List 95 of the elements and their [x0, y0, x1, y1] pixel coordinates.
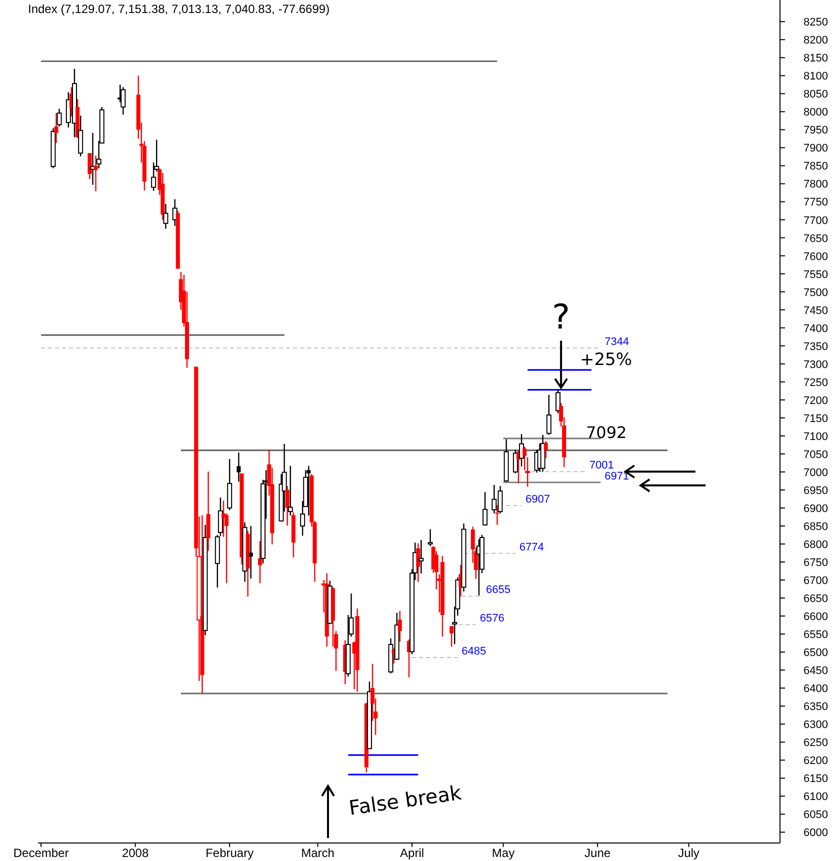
y-tick-label: 7700 [804, 214, 828, 227]
y-tick-label: 7100 [804, 430, 828, 443]
y-tick-label: 6500 [804, 647, 828, 660]
y-tick-label: 7300 [804, 358, 828, 371]
annotation: 7092 [586, 423, 627, 442]
y-tick-label: 7800 [804, 178, 828, 191]
y-tick-label: 8200 [804, 34, 828, 47]
y-tick-label: 6600 [804, 611, 828, 624]
candlestick [428, 528, 433, 547]
y-tick-label: 7950 [804, 124, 828, 137]
candlestick [258, 540, 262, 584]
candlestick [450, 626, 454, 648]
y-tick-label: 6150 [804, 773, 828, 786]
y-tick-label: 6100 [804, 791, 828, 804]
x-tick-label: 2008 [122, 846, 149, 860]
annotation: ? [552, 298, 570, 338]
x-tick-label: February [206, 846, 254, 860]
y-tick-label: 6450 [804, 665, 828, 678]
y-tick-label: 7900 [804, 142, 828, 155]
x-tick-label: April [400, 846, 424, 860]
y-tick-label: 7000 [804, 466, 828, 479]
y-tick-label: 7350 [804, 340, 828, 353]
candlestick [546, 394, 552, 436]
y-tick-label: 7150 [804, 412, 828, 425]
chart-title: Index (7,129.07, 7,151.38, 7,013.13, 7,040.83, -77.6699) [28, 2, 330, 16]
y-tick-label: 6950 [804, 484, 828, 497]
candlestick [78, 115, 84, 157]
y-tick-label: 7850 [804, 160, 828, 173]
candlestick [556, 389, 561, 414]
candlestick [416, 542, 420, 582]
y-tick-label: 6800 [804, 538, 828, 551]
candlestick [418, 539, 424, 574]
y-tick-label: 7750 [804, 196, 828, 209]
y-tick-label: 8050 [804, 88, 828, 101]
y-tick-label: 6300 [804, 719, 828, 732]
y-tick-label: 8250 [804, 16, 828, 29]
candlestick [525, 456, 530, 488]
annotation: False break [347, 780, 464, 820]
y-tick-label: 6750 [804, 557, 828, 569]
y-tick-label: 6200 [804, 755, 828, 768]
x-tick-label: December [13, 846, 69, 860]
candlestick [522, 446, 527, 471]
candlestick [288, 465, 293, 516]
y-tick-label: 8150 [804, 52, 828, 65]
candlestick [512, 449, 518, 474]
candlestick [482, 492, 488, 526]
annotation: 6907 [526, 493, 550, 506]
annotation: 6576 [480, 612, 504, 625]
candlestick [306, 465, 311, 516]
annotation: 7001 [589, 460, 614, 472]
y-tick-label: 6850 [804, 520, 828, 533]
candlestick [495, 504, 500, 526]
y-tick-label: 8100 [804, 70, 828, 83]
y-tick-label: 6050 [804, 809, 828, 822]
annotation: 6971 [604, 470, 630, 482]
candlestick [236, 452, 241, 482]
y-tick-label: 7600 [804, 250, 828, 263]
y-tick-label: 7250 [804, 376, 828, 389]
y-tick-label: 6550 [804, 629, 828, 642]
candlestick [151, 162, 156, 192]
candlestick [94, 155, 98, 192]
candlestick [218, 496, 223, 537]
candlestick [120, 86, 126, 116]
y-tick-label: 7050 [804, 448, 828, 461]
y-tick-label: 6900 [804, 502, 828, 515]
annotation: 7344 [604, 336, 630, 348]
y-tick-label: 6700 [804, 575, 828, 588]
y-tick-label: 7200 [804, 394, 828, 407]
candlestick [248, 525, 253, 580]
x-tick-label: June [584, 846, 611, 860]
y-tick-label: 6250 [804, 737, 828, 750]
y-tick-label: 7500 [804, 286, 828, 299]
y-tick-label: 7400 [804, 322, 828, 335]
y-tick-label: 7650 [804, 232, 828, 245]
candlestick [88, 152, 92, 180]
annotation: 6774 [519, 541, 544, 554]
candlestick [285, 485, 290, 526]
y-tick-label: 7450 [804, 304, 828, 317]
y-tick-label: 6400 [804, 683, 828, 696]
y-tick-label: 6350 [804, 701, 828, 714]
annotation: 6655 [486, 584, 510, 596]
candlestick [163, 203, 168, 230]
y-tick-label: 6000 [804, 827, 828, 840]
candlestick [398, 610, 402, 642]
y-tick-label: 7550 [804, 268, 828, 281]
candlestick [544, 440, 548, 459]
x-tick-label: July [678, 846, 700, 860]
y-tick-label: 6650 [804, 593, 828, 606]
annotation: 6485 [462, 645, 486, 658]
annotation: +25% [580, 350, 632, 370]
x-tick-label: May [492, 846, 515, 860]
x-tick-label: March [301, 846, 334, 860]
candlestick [56, 108, 62, 128]
candlestick [54, 112, 58, 144]
y-tick-label: 8000 [804, 106, 828, 119]
